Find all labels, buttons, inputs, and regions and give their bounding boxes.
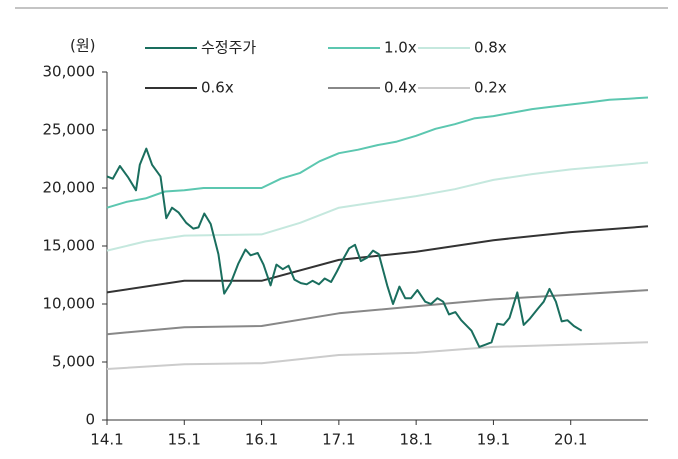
series-line bbox=[106, 225, 649, 294]
x-tick-label: 20.1 bbox=[554, 431, 587, 449]
x-tick-label: 14.1 bbox=[90, 431, 123, 449]
legend-label: 1.0x bbox=[384, 39, 417, 57]
series-line bbox=[106, 289, 649, 336]
legend-label: 0.4x bbox=[384, 79, 417, 97]
y-tick-label: 10,000 bbox=[43, 295, 96, 313]
unit-label: (원) bbox=[70, 37, 96, 55]
y-tick-label: 15,000 bbox=[43, 237, 96, 255]
series-line bbox=[106, 341, 649, 370]
series-line bbox=[106, 161, 649, 252]
x-tick-label: 15.1 bbox=[168, 431, 201, 449]
y-tick-label: 5,000 bbox=[52, 353, 95, 371]
y-tick-label: 30,000 bbox=[43, 63, 96, 81]
x-tick-label: 19.1 bbox=[477, 431, 510, 449]
y-tick-label: 25,000 bbox=[43, 121, 96, 139]
x-tick-label: 16.1 bbox=[245, 431, 278, 449]
x-tick-label: 18.1 bbox=[399, 431, 432, 449]
legend-label: 0.6x bbox=[201, 79, 234, 97]
legend-label: 0.8x bbox=[474, 39, 507, 57]
series-line bbox=[106, 147, 583, 348]
legend-label: 수정주가 bbox=[201, 39, 256, 57]
legend-label: 0.2x bbox=[474, 79, 507, 97]
x-tick-label: 17.1 bbox=[322, 431, 355, 449]
series-line bbox=[106, 96, 649, 209]
y-tick-label: 0 bbox=[85, 411, 95, 429]
y-tick-label: 20,000 bbox=[43, 179, 96, 197]
